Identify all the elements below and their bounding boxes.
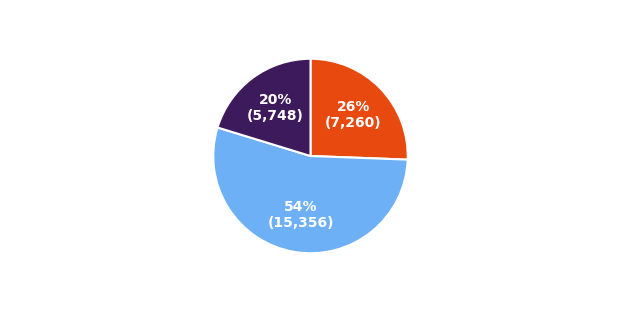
Wedge shape — [217, 59, 310, 156]
Text: 54%
(15,356): 54% (15,356) — [267, 200, 334, 230]
Wedge shape — [213, 127, 407, 253]
Text: 26%
(7,260): 26% (7,260) — [325, 100, 382, 130]
Legend: Yes, No, Undecided: Yes, No, Undecided — [229, 322, 392, 325]
Text: 20%
(5,748): 20% (5,748) — [247, 93, 304, 123]
Wedge shape — [310, 59, 408, 160]
